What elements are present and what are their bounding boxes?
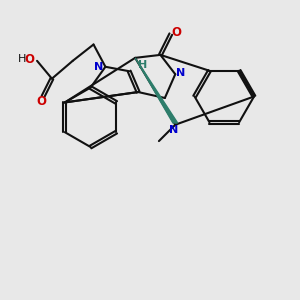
Text: O: O: [25, 53, 34, 66]
Text: N: N: [169, 125, 178, 135]
Text: N: N: [176, 68, 185, 78]
Text: H: H: [138, 60, 147, 70]
Polygon shape: [135, 58, 178, 123]
Text: H: H: [17, 54, 26, 64]
Text: O: O: [171, 26, 181, 39]
Text: O: O: [37, 95, 46, 108]
Text: N: N: [94, 62, 104, 72]
